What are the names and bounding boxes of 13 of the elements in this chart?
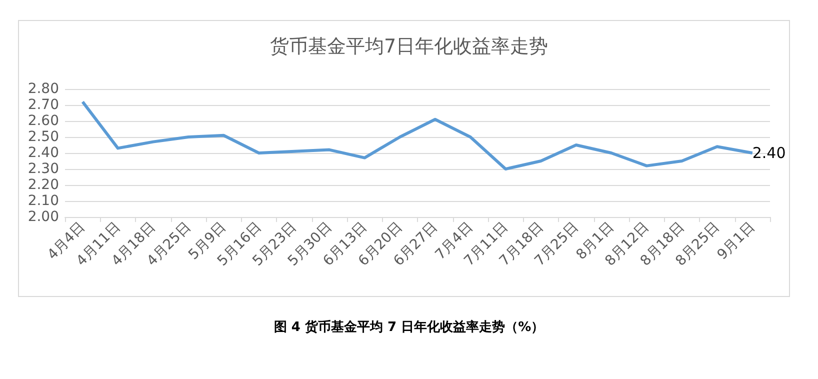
y-tick-label: 2.70 bbox=[28, 97, 59, 113]
line-series bbox=[81, 100, 754, 170]
y-tick-label: 2.30 bbox=[28, 161, 59, 177]
data-label: 2.40 bbox=[752, 144, 786, 162]
chart-title: 货币基金平均7日年化收益率走势 bbox=[270, 36, 548, 58]
y-tick-label: 2.20 bbox=[28, 177, 59, 193]
caption: 图 4 货币基金平均 7 日年化收益率走势（%） bbox=[272, 318, 546, 336]
y-tick-label: 2.80 bbox=[28, 81, 59, 97]
y-tick-label: 2.00 bbox=[28, 209, 59, 225]
y-tick-label: 2.50 bbox=[28, 129, 59, 145]
y-tick-label: 2.40 bbox=[28, 145, 59, 161]
y-tick-label: 2.60 bbox=[28, 113, 59, 129]
y-tick-label: 2.10 bbox=[28, 193, 59, 209]
